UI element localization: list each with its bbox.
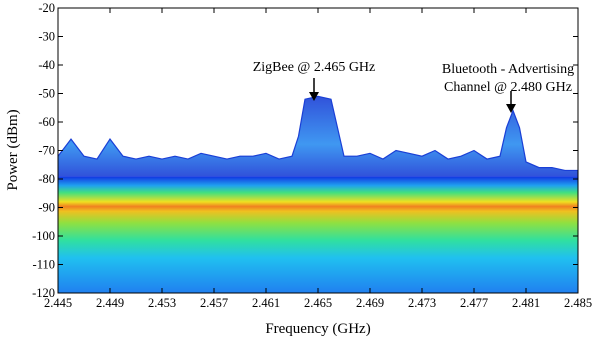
y-tick-label: -90 [38, 201, 55, 215]
y-tick-label: -120 [32, 286, 55, 300]
plot-area: -120 -110 -100 -90 -80 -70 -60 -50 -40 -30 -20 2.44… [32, 1, 592, 310]
signal-envelope [57, 95, 578, 172]
signal-area [58, 96, 578, 177]
y-tick-label: -60 [38, 115, 55, 129]
y-tick-label: -110 [33, 258, 55, 272]
y-tick-label: -40 [38, 58, 55, 72]
x-tick-label: 2.457 [200, 296, 228, 310]
annotation: Channel @ 2.480 GHz [444, 80, 572, 95]
x-tick-label: 2.445 [44, 296, 72, 310]
x-tick-label: 2.461 [252, 296, 280, 310]
x-axis-label: Frequency (GHz) [265, 321, 370, 337]
annotation-arrow-head [309, 92, 319, 101]
y-tick-label: -100 [32, 229, 55, 243]
x-tick-label: 2.449 [96, 296, 124, 310]
x-tick-label: 2.473 [408, 296, 436, 310]
y-tick-label: -50 [38, 87, 55, 101]
x-tick-label: 2.481 [512, 296, 540, 310]
x-tick-label: 2.465 [304, 296, 332, 310]
y-tick-label: -70 [38, 144, 55, 158]
annotation-arrow-head [506, 104, 516, 113]
y-tick-label: -30 [38, 30, 55, 44]
x-tick-label: 2.453 [148, 296, 176, 310]
x-tick-label: 2.485 [564, 296, 592, 310]
y-tick-label: -80 [38, 172, 55, 186]
annotation: ZigBee @ 2.465 GHz [253, 60, 376, 75]
density-band [58, 176, 578, 293]
y-tick-label: -20 [38, 1, 55, 15]
y-axis-label: Power (dBm) [5, 109, 21, 190]
annotation: Bluetooth - Advertising [442, 62, 574, 77]
x-tick-label: 2.477 [460, 296, 488, 310]
x-tick-label: 2.469 [356, 296, 384, 310]
